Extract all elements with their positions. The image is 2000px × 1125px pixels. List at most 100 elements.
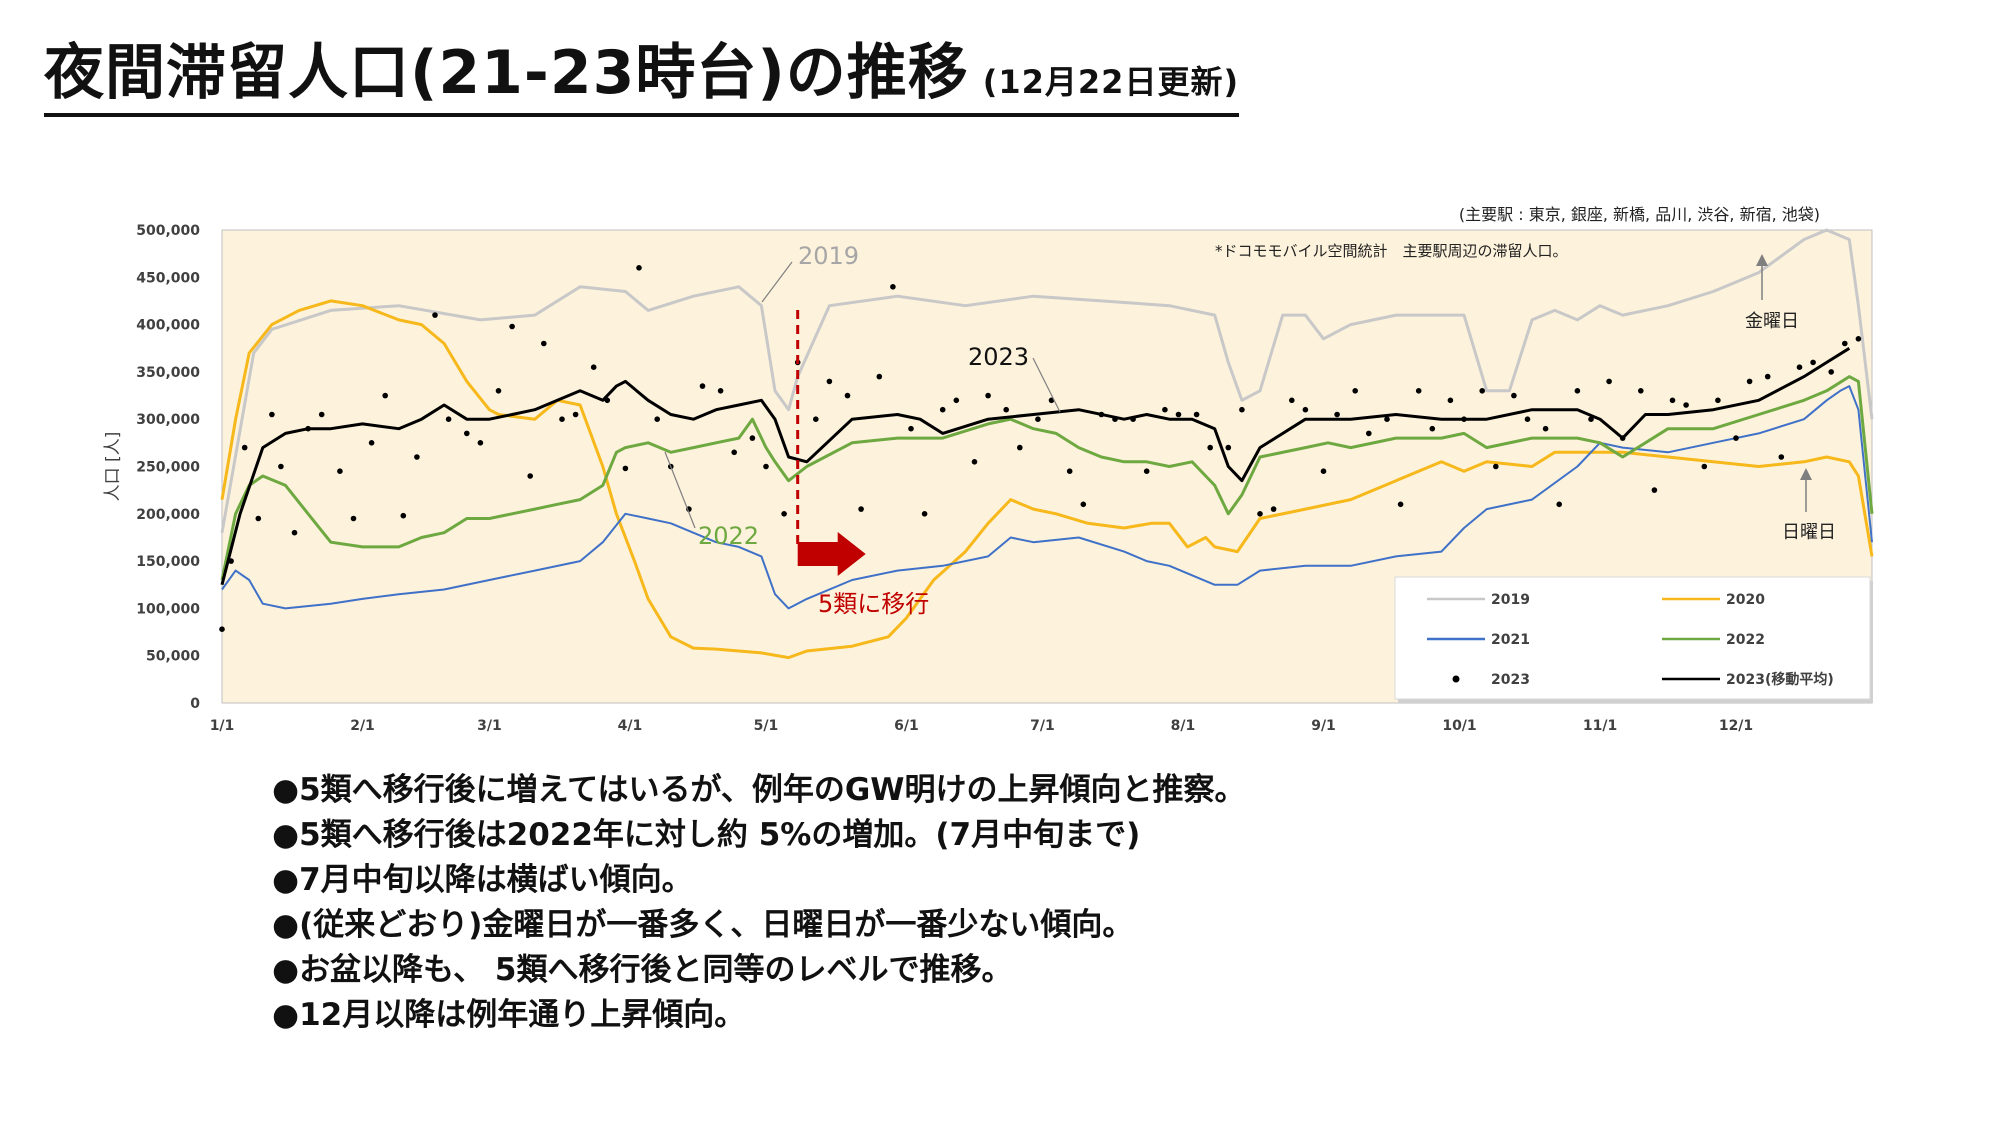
data-point-2023 <box>1828 369 1834 375</box>
data-point-2023 <box>1162 406 1168 413</box>
legend-label: 2023 <box>1491 672 1530 688</box>
data-point-2023 <box>1334 411 1340 418</box>
data-point-2023 <box>509 323 515 330</box>
data-point-2023 <box>1683 402 1689 408</box>
data-point-2023 <box>1606 378 1612 385</box>
summary-item: 5類へ移行後は2022年に対し約 5%の増加。(7月中旬まで) <box>272 813 1245 858</box>
data-point-2023 <box>858 506 864 512</box>
data-point-2023 <box>1511 392 1517 399</box>
data-point-2023 <box>844 392 851 399</box>
x-tick-label: 8/1 <box>1171 718 1196 734</box>
data-point-2023 <box>1733 435 1739 441</box>
data-point-2023 <box>1447 397 1454 404</box>
data-point-2023 <box>1112 416 1118 423</box>
x-tick-label: 1/1 <box>210 718 235 734</box>
data-point-2023 <box>604 397 611 404</box>
y-tick-label: 150,000 <box>136 554 200 570</box>
x-tick-label: 4/1 <box>618 718 643 734</box>
summary-list: 5類へ移行後に増えてはいるが、例年のGW明けの上昇傾向と推察。 5類へ移行後は2… <box>272 768 1245 1038</box>
data-point-2023 <box>1289 397 1295 404</box>
data-point-2023 <box>1320 468 1327 475</box>
data-point-2023 <box>464 430 470 437</box>
summary-item: 12月以降は例年通り上昇傾向。 <box>272 993 1245 1038</box>
y-tick-label: 250,000 <box>136 460 200 476</box>
data-point-2023 <box>291 529 298 536</box>
data-point-2023 <box>1207 444 1213 451</box>
data-point-2023 <box>305 425 311 432</box>
data-point-2023 <box>1669 397 1676 404</box>
data-point-2023 <box>921 511 928 517</box>
data-point-2023 <box>622 465 629 472</box>
x-tick-label: 12/1 <box>1719 718 1753 734</box>
data-point-2023 <box>241 444 248 451</box>
page-title: 夜間滞留人口(21-23時台)の推移 (12月22日更新) <box>44 24 1240 117</box>
y-tick-label: 0 <box>190 696 200 712</box>
data-point-2023 <box>368 440 375 446</box>
x-tick-label: 7/1 <box>1030 718 1055 734</box>
source-note: *ドコモモバイル空間統計 主要駅周辺の滞留人口。 <box>1215 242 1568 260</box>
data-point-2023 <box>255 515 262 522</box>
y-tick-label: 50,000 <box>146 649 200 665</box>
data-point-2023 <box>971 459 978 465</box>
data-point-2023 <box>527 473 533 479</box>
y-tick-label: 450,000 <box>136 270 200 286</box>
data-point-2023 <box>1556 501 1562 508</box>
label-2022-pointer <box>664 451 696 529</box>
transition-arrow <box>797 532 866 576</box>
data-point-2023 <box>318 411 325 418</box>
data-point-2023 <box>1461 416 1467 423</box>
y-tick-label: 350,000 <box>136 365 200 381</box>
x-tick-label: 11/1 <box>1583 718 1617 734</box>
label-2019-pointer <box>761 261 793 303</box>
data-point-2023 <box>278 463 284 470</box>
data-point-2023 <box>1003 406 1009 413</box>
summary-item: 7月中旬以降は横ばい傾向。 <box>272 858 1245 903</box>
data-point-2023 <box>699 383 706 389</box>
data-point-2023 <box>414 454 420 460</box>
legend-label: 2022 <box>1726 632 1765 648</box>
data-point-2023 <box>1175 411 1182 418</box>
legend-swatch <box>1452 675 1460 683</box>
data-point-2023 <box>953 397 960 404</box>
data-point-2023 <box>269 411 275 418</box>
data-point-2023 <box>1352 388 1358 394</box>
y-tick-label: 400,000 <box>136 318 200 334</box>
data-point-2023 <box>1302 406 1309 413</box>
data-point-2023 <box>1270 506 1277 512</box>
label-2023: 2023 <box>968 343 1029 371</box>
data-point-2023 <box>1017 444 1023 451</box>
summary-item: 5類へ移行後に増えてはいるが、例年のGW明けの上昇傾向と推察。 <box>272 768 1245 813</box>
data-point-2023 <box>1397 501 1404 508</box>
series-line-2021 <box>221 385 1873 610</box>
data-point-2023 <box>636 265 642 271</box>
data-point-2023 <box>1619 435 1626 441</box>
data-point-2023 <box>1588 416 1594 423</box>
x-tick-label: 3/1 <box>477 718 502 734</box>
label-2019: 2019 <box>798 242 859 270</box>
data-point-2023 <box>1778 454 1785 460</box>
legend-label: 2019 <box>1491 592 1530 608</box>
data-point-2023 <box>890 284 896 290</box>
data-point-2023 <box>1130 416 1136 423</box>
data-point-2023 <box>1701 463 1708 470</box>
data-point-2023 <box>400 512 407 519</box>
summary-item: お盆以降も、 5類へ移行後と同等のレベルで推移。 <box>272 948 1245 993</box>
legend-label: 2020 <box>1726 592 1765 608</box>
data-point-2023 <box>939 406 946 413</box>
series-line-2022 <box>220 375 1874 581</box>
data-point-2023 <box>749 435 756 441</box>
data-point-2023 <box>1479 388 1485 394</box>
data-point-2023 <box>1035 416 1041 423</box>
x-tick-label: 10/1 <box>1442 718 1476 734</box>
label-2022: 2022 <box>698 522 759 550</box>
data-point-2023 <box>717 388 724 394</box>
data-point-2023 <box>572 411 579 418</box>
data-point-2023 <box>1764 373 1771 380</box>
data-point-2023 <box>1429 425 1436 432</box>
sunday-arrowhead <box>1800 468 1812 480</box>
data-point-2023 <box>763 463 769 470</box>
data-point-2023 <box>1143 468 1150 475</box>
data-point-2023 <box>1638 388 1644 394</box>
data-point-2023 <box>1066 468 1073 475</box>
